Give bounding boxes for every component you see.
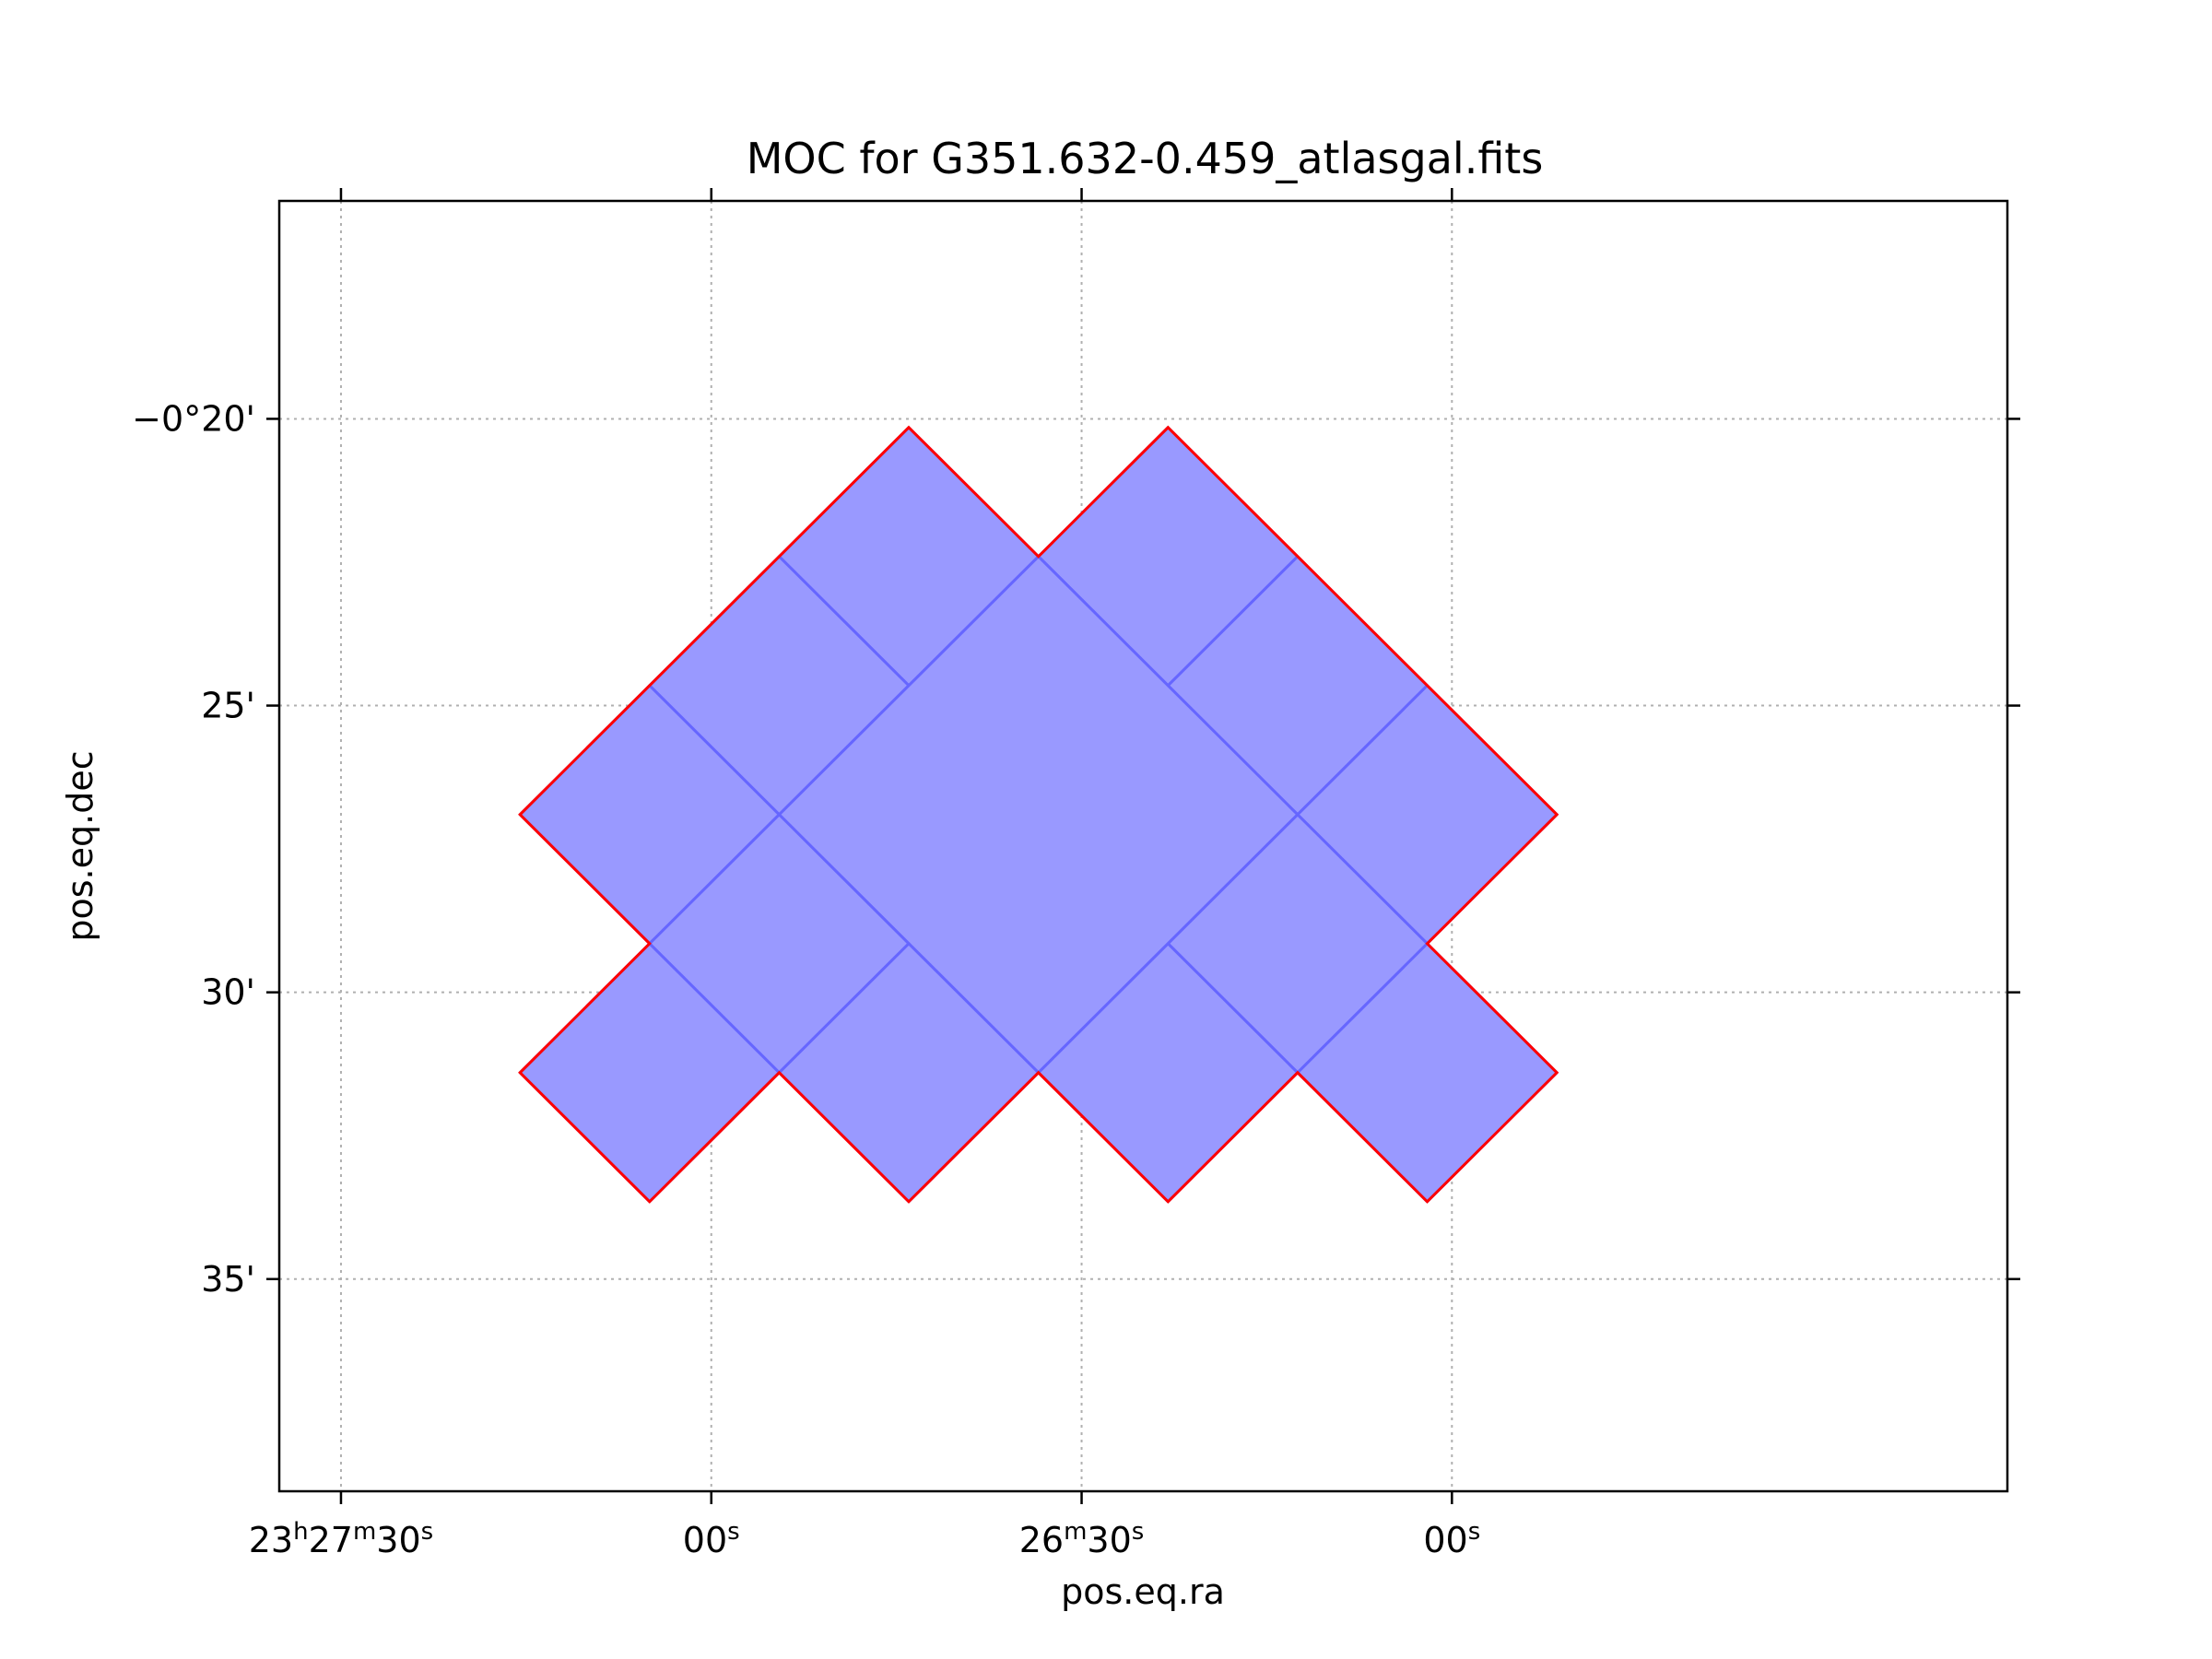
y-tick-label-2: 30': [201, 972, 255, 1013]
y-tick-label-3: 35': [201, 1259, 255, 1300]
moc-outline: [518, 425, 1559, 1204]
grid-lines: [279, 201, 2007, 1491]
y-axis-label: pos.eq.dec: [60, 750, 100, 941]
x-tick-labels: 23h27m30s 00s 26m30s 00s: [249, 1518, 1481, 1560]
y-tick-label-0: −0°20': [132, 398, 255, 439]
x-tick-label-0: 23h27m30s: [249, 1518, 433, 1560]
x-tick-label-3: 00s: [1423, 1518, 1480, 1560]
chart-title: MOC for G351.632-0.459_atlasgal.fits: [747, 134, 1544, 183]
moc-boundary: [518, 425, 1559, 1204]
axis-ticks: [266, 188, 2020, 1504]
plot-frame: [277, 199, 2009, 1493]
x-axis-label: pos.eq.ra: [1061, 1571, 1225, 1612]
x-tick-label-2: 26m30s: [1019, 1518, 1145, 1560]
x-tick-label-1: 00s: [683, 1518, 740, 1560]
y-tick-labels: −0°20' 25' 30' 35': [132, 398, 255, 1299]
y-tick-label-1: 25': [201, 686, 255, 726]
